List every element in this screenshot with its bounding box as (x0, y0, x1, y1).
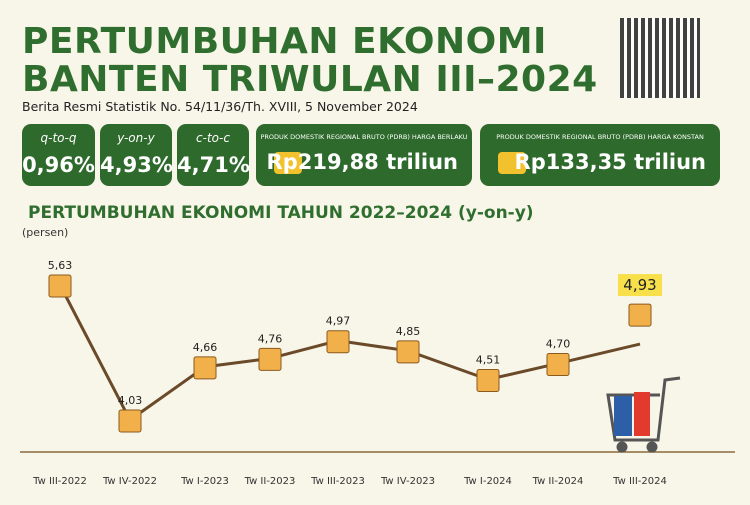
stat-label: y-on-y (117, 131, 155, 145)
value-label: 4,70 (546, 337, 571, 350)
stat-box: c-to-c 4,71% (177, 124, 250, 186)
value-label: 4,66 (193, 341, 218, 354)
x-tick-label: Tw III-2024 (612, 476, 667, 487)
x-tick-label: Tw IV-2023 (380, 476, 435, 487)
line (58, 284, 641, 423)
chart-title: PERTUMBUHAN EKONOMI TAHUN 2022–2024 (y-o… (28, 203, 534, 223)
pdrb-label: PRODUK DOMESTIK REGIONAL BRUTO (PDRB) HA… (260, 133, 468, 141)
stat-value: 4,93% (100, 153, 173, 177)
x-tick-label: Tw III-2023 (310, 476, 365, 487)
x-tick-label: Tw I-2023 (180, 476, 229, 487)
stat-box: y-on-y 4,93% (100, 124, 173, 186)
value-label: 4,93 (623, 276, 656, 294)
title: PERTUMBUHAN EKONOMI (22, 21, 547, 62)
pdrb-label: PRODUK DOMESTIK REGIONAL BRUTO (PDRB) HA… (496, 133, 704, 141)
bag-marker (118, 409, 142, 433)
bag-marker (48, 274, 72, 298)
pdrb-box: PRODUK DOMESTIK REGIONAL BRUTO (PDRB) HA… (256, 124, 472, 186)
bag-marker (396, 340, 420, 364)
bag-marker (628, 303, 652, 327)
value-label: 4,51 (476, 354, 501, 367)
bag-marker (546, 352, 570, 376)
stat-value: 0,96% (22, 153, 95, 177)
bag-marker (476, 369, 500, 392)
pdrb-value: Rp219,88 triliun (266, 150, 458, 174)
pdrb-value: Rp133,35 triliun (514, 150, 706, 174)
bag-marker (326, 330, 350, 354)
subtitle: Berita Resmi Statistik No. 54/11/36/Th. … (22, 99, 418, 114)
value-label: 4,03 (118, 394, 143, 407)
label-highlight (618, 274, 662, 297)
x-tick-label: Tw II-2023 (244, 476, 296, 487)
x-tick-label: Tw III-2022 (32, 476, 87, 487)
coin-icon (274, 152, 302, 174)
stat-box: q-to-q 0,96% (22, 124, 95, 186)
stat-value: 4,71% (177, 153, 250, 177)
x-tick-label: Tw II-2024 (532, 476, 584, 487)
qr-code (620, 18, 700, 98)
bag-marker (193, 356, 217, 380)
value-label: 4,76 (258, 332, 283, 345)
coin-icon (498, 152, 526, 174)
value-label: 4,97 (326, 315, 351, 328)
stat-label: q-to-q (40, 131, 77, 145)
pdrb-box: PRODUK DOMESTIK REGIONAL BRUTO (PDRB) HA… (480, 124, 720, 186)
stat-label: c-to-c (196, 131, 230, 145)
x-tick-label: Tw IV-2022 (102, 476, 157, 487)
value-label: 5,63 (48, 259, 73, 272)
x-tick-label: Tw I-2024 (463, 476, 512, 487)
value-label: 4,85 (396, 325, 421, 338)
title: BANTEN TRIWULAN III–2024 (22, 59, 598, 100)
cart-icon (606, 376, 681, 453)
y-unit: (persen) (22, 226, 68, 239)
bag-marker (258, 347, 282, 371)
